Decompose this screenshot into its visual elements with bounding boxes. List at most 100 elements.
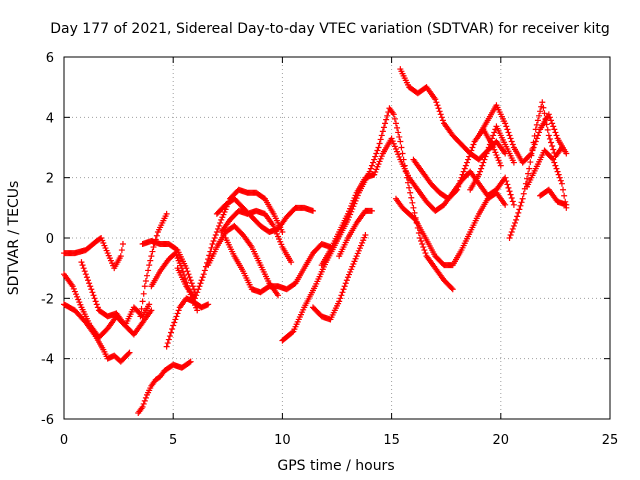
- data-point: [520, 190, 527, 197]
- data-point: [172, 316, 179, 323]
- x-tick-label: 15: [383, 433, 400, 448]
- data-point: [528, 152, 535, 159]
- data-point: [346, 271, 353, 278]
- series-arc-16: [309, 231, 369, 323]
- data-point: [513, 216, 520, 223]
- data-point: [510, 201, 517, 208]
- data-point: [221, 208, 228, 215]
- data-point: [506, 132, 513, 139]
- data-point: [351, 195, 358, 202]
- data-point: [531, 132, 538, 139]
- series-arc-23: [467, 123, 517, 193]
- data-point: [454, 186, 461, 193]
- data-point: [436, 108, 443, 115]
- data-point: [502, 174, 509, 181]
- data-point: [399, 150, 406, 157]
- data-point: [275, 233, 282, 240]
- data-point: [142, 394, 149, 401]
- data-point: [526, 165, 533, 172]
- data-point: [502, 120, 509, 127]
- data-point: [272, 228, 279, 235]
- data-point: [432, 96, 439, 103]
- data-point: [411, 209, 418, 216]
- data-point: [76, 299, 83, 306]
- data-point: [461, 165, 468, 172]
- data-point: [389, 138, 396, 145]
- data-point: [173, 246, 180, 253]
- data-point: [548, 139, 555, 146]
- data-point: [278, 241, 285, 248]
- data-point: [353, 253, 360, 260]
- data-point: [368, 162, 375, 169]
- data-point: [166, 333, 173, 340]
- data-point: [208, 244, 215, 251]
- series-arc-09: [163, 295, 212, 350]
- y-tick-label: -4: [41, 353, 54, 368]
- data-point: [550, 123, 557, 130]
- data-point: [563, 201, 570, 208]
- data-point: [87, 283, 94, 290]
- data-point: [218, 216, 225, 223]
- data-point: [537, 108, 544, 115]
- data-point: [541, 110, 548, 117]
- data-point: [199, 274, 206, 281]
- data-point: [171, 319, 178, 326]
- data-point: [349, 200, 356, 207]
- series-arc-03: [61, 301, 133, 365]
- data-point: [163, 343, 170, 350]
- data-point: [437, 111, 444, 118]
- data-point: [546, 114, 553, 121]
- data-point: [519, 195, 526, 202]
- y-tick-label: 2: [46, 172, 54, 187]
- data-point: [543, 121, 550, 128]
- data-point: [514, 213, 521, 220]
- data-point: [371, 171, 378, 178]
- data-point: [551, 159, 558, 166]
- series-arc-27: [537, 186, 570, 208]
- data-points: [61, 66, 570, 416]
- data-point: [174, 310, 181, 317]
- data-point: [205, 301, 212, 308]
- series-arc-04: [78, 259, 153, 329]
- series-arc-01: [61, 235, 126, 272]
- data-point: [416, 235, 423, 241]
- data-point: [137, 313, 144, 320]
- data-point: [336, 298, 343, 305]
- data-point: [496, 159, 503, 166]
- data-point: [390, 140, 397, 147]
- data-point: [407, 189, 414, 196]
- data-point: [346, 208, 353, 215]
- data-point: [145, 267, 152, 274]
- data-point: [455, 183, 462, 190]
- data-point: [197, 280, 204, 287]
- data-point: [518, 199, 525, 206]
- data-point: [557, 177, 564, 184]
- data-point: [546, 135, 553, 142]
- data-point: [195, 286, 202, 293]
- data-point: [552, 162, 559, 169]
- data-point: [462, 162, 469, 169]
- data-point: [94, 304, 101, 311]
- data-point: [140, 290, 147, 297]
- data-point: [170, 322, 177, 329]
- data-point: [504, 126, 511, 133]
- data-point: [193, 292, 200, 299]
- data-point: [377, 136, 384, 143]
- series-arc-17: [318, 171, 378, 269]
- data-point: [273, 230, 280, 237]
- data-point: [550, 156, 557, 163]
- data-point: [469, 144, 476, 151]
- data-point: [91, 295, 98, 302]
- data-point: [139, 403, 146, 410]
- data-point: [481, 156, 488, 163]
- data-point: [149, 248, 156, 255]
- data-point: [217, 219, 224, 226]
- data-point: [187, 358, 194, 365]
- data-point: [422, 250, 429, 257]
- data-point: [467, 150, 474, 157]
- y-tick-label: -2: [41, 292, 54, 307]
- series-arc-20: [392, 189, 509, 269]
- data-point: [382, 120, 389, 127]
- data-point: [396, 133, 403, 140]
- data-point: [118, 247, 125, 254]
